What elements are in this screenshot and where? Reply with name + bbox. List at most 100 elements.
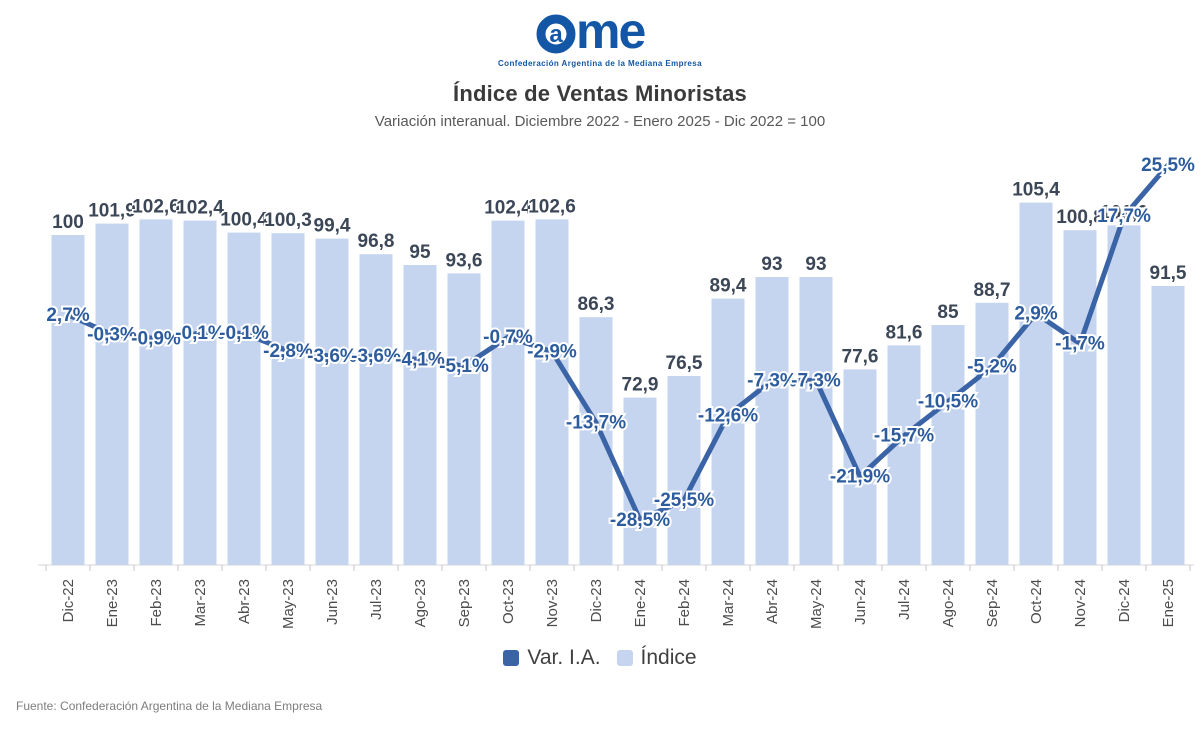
- index-bar: [403, 265, 437, 565]
- legend-item-var-ia: Var. I.A.: [503, 646, 601, 670]
- line-value-label: -0,1%: [219, 323, 269, 344]
- x-axis-label: Abr-24: [764, 579, 781, 624]
- x-axis-label: Dic-22: [60, 579, 77, 622]
- line-value-label: 17,7%: [1097, 206, 1151, 227]
- x-axis-label: Mar-24: [720, 579, 737, 627]
- line-value-label: -10,5%: [918, 392, 978, 413]
- source-note: Fuente: Confederación Argentina de la Me…: [16, 699, 323, 713]
- came-logo: a me Confederación Argentina de la Media…: [498, 3, 702, 68]
- chart-subtitle: Variación interanual. Diciembre 2022 - E…: [374, 113, 826, 130]
- legend-label-indice: Índice: [640, 646, 697, 669]
- bar-value-label: 96,8: [358, 231, 395, 252]
- line-value-label: 2,7%: [46, 305, 89, 326]
- x-axis-label: Oct-24: [1028, 579, 1045, 624]
- bar-value-label: 102,4: [176, 198, 224, 219]
- bar-value-label: 99,4: [314, 216, 351, 237]
- chart-legend: Var. I.A. Índice: [0, 646, 1200, 670]
- line-value-label: -13,7%: [566, 413, 626, 434]
- line-value-label: -3,6%: [351, 346, 401, 367]
- x-axis-label: Ene-24: [632, 579, 649, 627]
- chart-area: Dic-22 Ene-23 Feb-23 Mar-23 Abr-23 May-23 Jun-…: [0, 145, 1200, 650]
- index-bar: [623, 397, 657, 565]
- index-bar: [1151, 286, 1185, 565]
- x-axis-label: Abr-23: [236, 579, 253, 624]
- bar-value-label: 88,7: [974, 280, 1011, 301]
- line-value-label: -0,1%: [175, 323, 225, 344]
- x-axis-label: Dic-24: [1116, 579, 1133, 622]
- variation-line: [65, 162, 1171, 523]
- legend-label-var-ia: Var. I.A.: [527, 646, 601, 669]
- line-value-label: -0,9%: [131, 328, 181, 349]
- x-axis-label: Sep-24: [984, 579, 1001, 627]
- bar-value-label: 102,6: [528, 196, 576, 217]
- line-value-label: -15,7%: [874, 426, 934, 447]
- line-value-label: -5,2%: [967, 357, 1017, 378]
- x-axis-label: Feb-23: [148, 579, 165, 627]
- x-axis-label: Ene-23: [104, 579, 121, 627]
- line-value-label: -2,9%: [527, 342, 577, 363]
- index-bar: [139, 219, 173, 565]
- index-bar: [799, 277, 833, 565]
- x-axis-label: Jun-24: [852, 579, 869, 625]
- bar-value-label: 77,6: [842, 346, 879, 367]
- index-bar: [755, 277, 789, 565]
- line-value-label: -5,1%: [439, 356, 489, 377]
- bar-value-label: 101,9: [88, 201, 136, 222]
- line-value-label: -12,6%: [698, 405, 758, 426]
- index-bar: [579, 317, 613, 565]
- index-bar: [447, 273, 481, 565]
- x-axis-label: Dic-23: [588, 579, 605, 622]
- index-bar: [491, 220, 525, 565]
- x-axis-label: May-23: [280, 579, 297, 629]
- line-value-label: -21,9%: [830, 466, 890, 487]
- line-value-label: -7,3%: [747, 370, 797, 391]
- index-bar: [227, 232, 261, 565]
- line-value-label: -0,3%: [87, 325, 137, 346]
- svg-text:me: me: [576, 10, 645, 56]
- line-value-label: -3,6%: [307, 346, 357, 367]
- x-axis-label: Ago-23: [412, 579, 429, 627]
- bar-value-label: 102,6: [132, 196, 180, 217]
- index-bar: [315, 238, 349, 565]
- line-value-label: 2,9%: [1014, 303, 1057, 324]
- bar-value-label: 72,9: [622, 375, 659, 396]
- bar-value-label: 100,8: [1056, 207, 1104, 228]
- bar-value-label: 95: [409, 242, 431, 263]
- index-bar: [95, 223, 129, 565]
- line-value-label: -25,5%: [654, 490, 714, 511]
- index-bar: [975, 302, 1009, 565]
- x-axis-label: Sep-23: [456, 579, 473, 627]
- chart-canvas: Dic-22 Ene-23 Feb-23 Mar-23 Abr-23 May-23 Jun-…: [38, 153, 1197, 629]
- line-value-label: -28,5%: [610, 510, 670, 531]
- x-axis-label: Feb-24: [676, 579, 693, 627]
- svg-text:a: a: [549, 21, 563, 48]
- bar-value-label: 100,4: [220, 210, 268, 231]
- bar-value-label: 105,4: [1012, 180, 1060, 201]
- x-axis-label: Mar-23: [192, 579, 209, 627]
- index-bar: [667, 376, 701, 565]
- x-axis-label: May-24: [808, 579, 825, 629]
- x-axis-label: Nov-24: [1072, 579, 1089, 627]
- index-bar: [51, 235, 85, 565]
- line-value-label: -0,7%: [483, 327, 533, 348]
- bar-value-label: 93: [761, 254, 782, 275]
- index-bar: [535, 219, 569, 565]
- bar-value-label: 93: [805, 254, 826, 275]
- line-value-label: -2,8%: [263, 341, 313, 362]
- came-logo-icon: a me: [536, 3, 647, 59]
- chart-title: Índice de Ventas Minoristas: [453, 81, 747, 106]
- index-bar: [711, 298, 745, 565]
- index-bar: [1063, 230, 1097, 565]
- index-bar: [1019, 202, 1053, 565]
- index-bar: [931, 325, 965, 565]
- bar-value-label: 100,3: [264, 210, 312, 231]
- chart-header: a me Confederación Argentina de la Media…: [0, 0, 1200, 130]
- index-bar: [887, 345, 921, 565]
- bar-value-label: 85: [937, 302, 959, 323]
- bar-value-label: 86,3: [578, 294, 615, 315]
- x-axis-label: Ene-25: [1160, 579, 1177, 627]
- index-bar: [271, 233, 305, 565]
- line-value-label: -7,3%: [791, 370, 841, 391]
- legend-swatch-line: [503, 650, 520, 666]
- line-value-label: -1,7%: [1055, 334, 1105, 355]
